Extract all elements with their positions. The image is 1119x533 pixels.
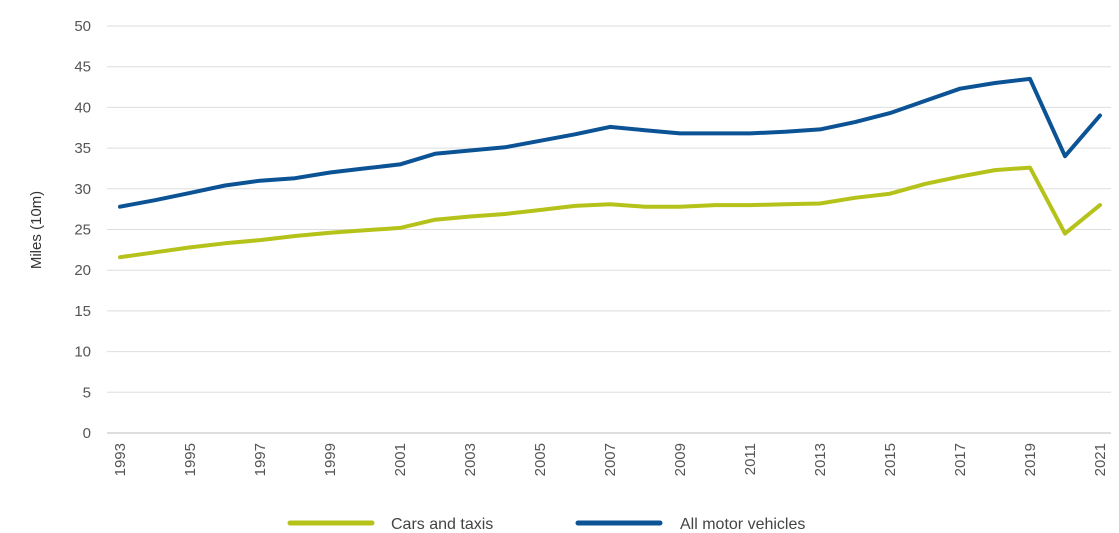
y-tick-label: 5 xyxy=(83,384,91,401)
x-tick-label: 1999 xyxy=(322,443,339,476)
x-tick-label: 2015 xyxy=(882,443,899,476)
gridlines xyxy=(107,25,1111,434)
x-tick-label: 2001 xyxy=(392,443,409,476)
series-line-cars-and-taxis xyxy=(118,165,1102,260)
y-tick-label: 15 xyxy=(74,303,91,320)
y-tick-label: 25 xyxy=(74,222,91,239)
y-axis-ticks: 0 5 10 15 20 25 30 35 40 45 50 xyxy=(74,18,91,442)
x-tick-label: 2009 xyxy=(672,443,689,476)
legend: Cars and taxis All motor vehicles xyxy=(287,516,805,533)
y-tick-label: 50 xyxy=(74,18,91,35)
series-line-all-motor-vehicles xyxy=(118,76,1102,209)
y-tick-label: 30 xyxy=(74,181,91,198)
x-tick-label: 2007 xyxy=(602,443,619,476)
x-tick-label: 1997 xyxy=(252,443,269,476)
y-tick-label: 40 xyxy=(74,99,91,116)
x-tick-label: 1995 xyxy=(182,443,199,476)
series-lines xyxy=(118,76,1102,260)
y-tick-label: 0 xyxy=(83,425,91,442)
x-tick-label: 2017 xyxy=(952,443,969,476)
x-axis-ticks: 1993 1995 1997 1999 2001 2003 2005 2007 2009 2011… xyxy=(112,443,1109,476)
y-tick-label: 10 xyxy=(74,344,91,361)
x-tick-label: 2003 xyxy=(462,443,479,476)
legend-label-cars-and-taxis: Cars and taxis xyxy=(391,516,493,533)
y-tick-label: 20 xyxy=(74,262,91,279)
y-tick-label: 35 xyxy=(74,140,91,157)
y-axis-label: Miles (10m) xyxy=(28,191,45,269)
x-tick-label: 2019 xyxy=(1022,443,1039,476)
x-tick-label: 1993 xyxy=(112,443,129,476)
x-tick-label: 2021 xyxy=(1092,443,1109,476)
x-tick-label: 2013 xyxy=(812,443,829,476)
x-tick-label: 2005 xyxy=(532,443,549,476)
x-tick-label: 2011 xyxy=(742,443,759,475)
legend-label-all-motor-vehicles: All motor vehicles xyxy=(680,516,805,533)
y-tick-label: 45 xyxy=(74,59,91,76)
